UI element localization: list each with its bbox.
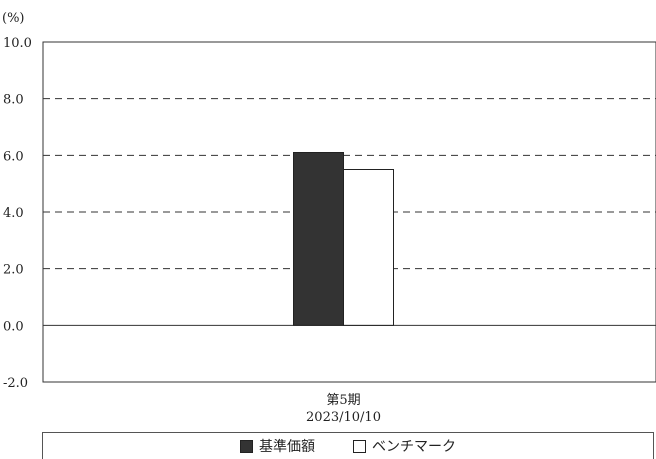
bar-fund	[293, 152, 344, 326]
y-tick-label: -2.0	[3, 376, 28, 391]
y-tick-label: 8.0	[3, 93, 24, 108]
plot-frame	[42, 41, 656, 383]
bar-benchmark	[343, 169, 394, 326]
y-tick-label: 2.0	[3, 263, 24, 278]
y-tick-label: 0.0	[3, 319, 24, 334]
legend-item: 基準価額	[240, 436, 315, 456]
bars	[293, 152, 394, 326]
y-tick-label: 6.0	[3, 149, 24, 164]
legend: 基準価額 ベンチマーク	[42, 432, 654, 459]
x-category-label: 2023/10/10	[306, 410, 381, 425]
y-unit-label: (%)	[2, 11, 25, 26]
y-tick-label: 4.0	[3, 206, 24, 221]
x-tick-labels: 第5期 2023/10/10	[306, 393, 381, 425]
x-category-label: 第5期	[326, 393, 360, 408]
legend-swatch	[353, 439, 366, 453]
y-tick-label: 10.0	[3, 36, 32, 51]
legend-label: 基準価額	[259, 439, 315, 455]
legend-swatch	[240, 439, 253, 453]
y-tick-labels: 10.0 8.0 6.0 4.0 2.0 0.0 -2.0	[3, 36, 32, 391]
chart: (%) 10.0 8.0 6.0 4.0 2.0 0.0 -2.0 第5期 2023/10/1…	[2, 11, 656, 425]
legend-label: ベンチマーク	[372, 439, 456, 455]
legend-item: ベンチマーク	[353, 436, 456, 456]
